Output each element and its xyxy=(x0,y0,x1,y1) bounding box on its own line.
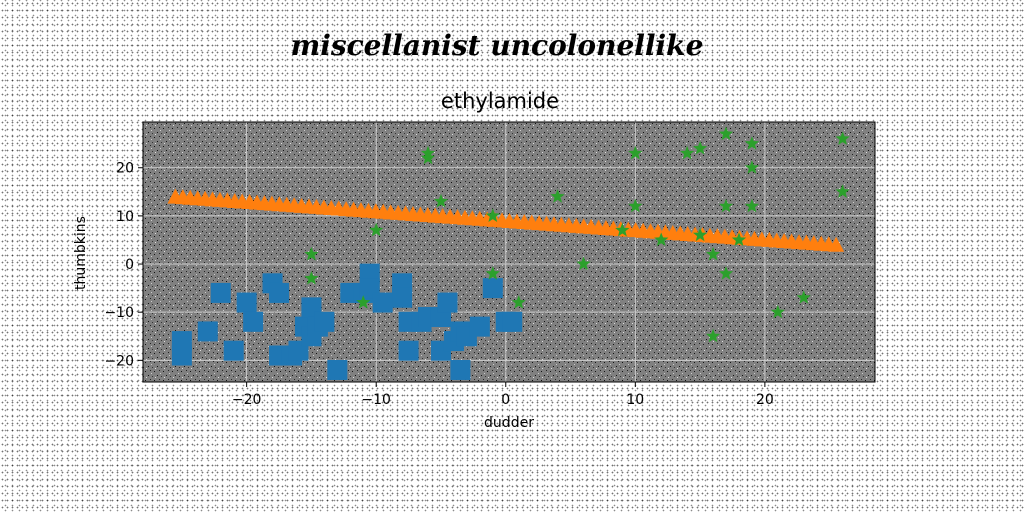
square-point xyxy=(269,282,290,303)
square-point xyxy=(314,311,335,332)
star-point xyxy=(693,141,708,155)
star-point xyxy=(356,295,371,309)
star-point xyxy=(485,266,500,280)
square-point xyxy=(372,292,393,313)
star-point xyxy=(835,184,850,198)
star-point xyxy=(420,150,436,165)
plot-frame xyxy=(142,121,876,383)
chart-suptitle: miscellanist uncolonellike xyxy=(291,29,704,62)
star-point xyxy=(654,232,669,246)
x-tick-label: 20 xyxy=(756,392,774,408)
chart-title: ethylamide xyxy=(441,89,559,113)
star-point xyxy=(718,126,734,141)
star-point xyxy=(744,198,760,213)
star-point xyxy=(511,295,526,309)
star-point xyxy=(485,208,500,222)
star-point xyxy=(744,160,760,174)
square-point xyxy=(243,311,264,332)
square-point xyxy=(469,316,490,337)
star-point xyxy=(615,222,630,237)
star-point xyxy=(718,266,734,280)
star-point xyxy=(718,198,734,213)
star-point xyxy=(731,232,747,246)
square-point xyxy=(210,282,231,303)
x-tick-label: 0 xyxy=(501,392,510,408)
star-point xyxy=(420,145,436,160)
star-point xyxy=(628,198,643,213)
x-tick-label: −10 xyxy=(361,392,391,408)
data-marks xyxy=(167,126,850,380)
square-point xyxy=(327,359,348,380)
star-point xyxy=(744,136,760,150)
square-point xyxy=(197,321,218,342)
star-point xyxy=(369,222,384,237)
y-tick-label: 10 xyxy=(116,209,134,225)
square-point xyxy=(392,287,413,308)
star-point xyxy=(796,290,811,304)
star-point xyxy=(433,193,449,208)
star-point xyxy=(705,328,721,343)
star-point xyxy=(835,131,850,145)
star-point xyxy=(576,256,591,271)
star-point xyxy=(705,246,721,261)
square-point xyxy=(398,340,419,361)
x-tick-label: −20 xyxy=(232,392,262,408)
star-point xyxy=(628,145,643,160)
axis-ticks: −20 −10 0 10 20 −20 −10 0 10 20 xyxy=(104,161,773,408)
y-tick-label: −20 xyxy=(104,353,134,369)
square-point xyxy=(502,311,523,332)
star-point xyxy=(304,271,319,285)
star-point xyxy=(770,304,785,319)
star-point xyxy=(304,246,319,261)
triangle-point xyxy=(828,236,845,252)
star-point xyxy=(550,189,565,203)
square-point xyxy=(171,345,192,366)
square-point xyxy=(482,278,503,299)
star-point xyxy=(693,227,708,242)
star-point xyxy=(680,145,695,160)
square-point xyxy=(236,292,257,313)
square-point xyxy=(450,359,471,380)
y-axis-label: thumbkins xyxy=(73,216,89,290)
x-tick-label: 10 xyxy=(626,392,644,408)
y-tick-label: 20 xyxy=(116,161,134,177)
square-point xyxy=(437,292,458,313)
y-tick-label: 0 xyxy=(125,257,134,273)
square-point xyxy=(223,340,244,361)
y-tick-label: −10 xyxy=(104,305,134,321)
x-axis-label: dudder xyxy=(484,415,534,431)
